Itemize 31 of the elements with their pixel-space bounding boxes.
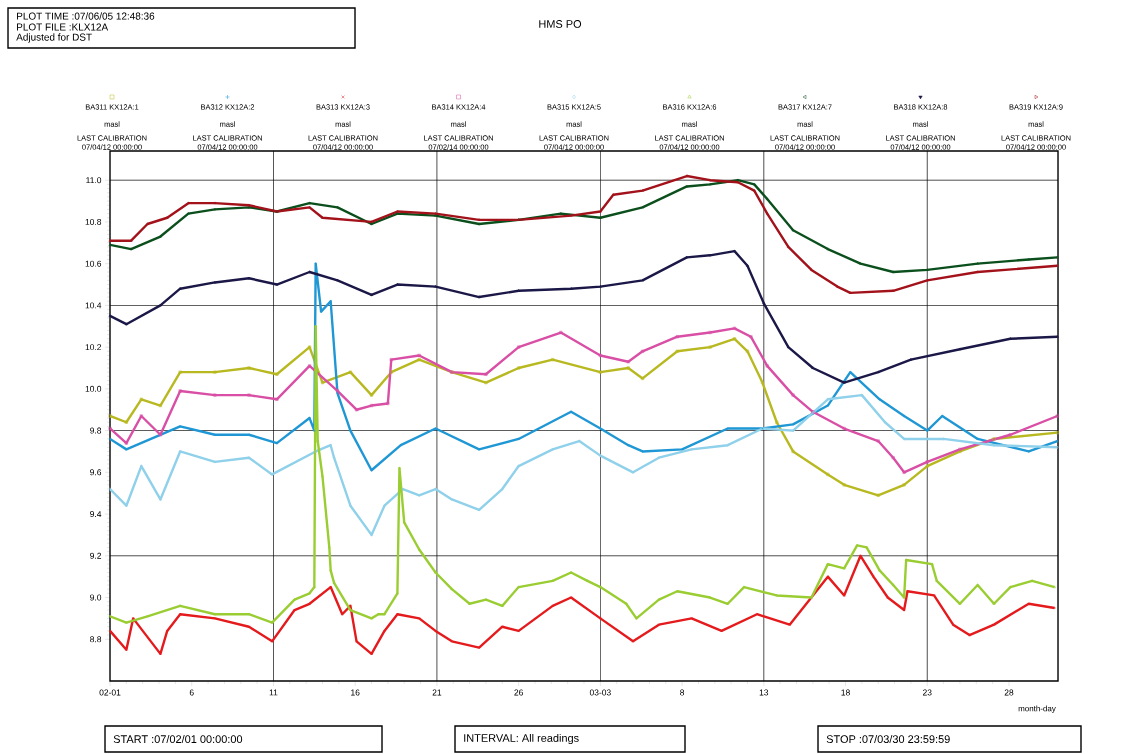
x-tick-label: 13 (759, 689, 769, 696)
y-tick-label: 11.0 (86, 177, 102, 184)
x-tick-label: 02-01 (99, 689, 121, 696)
y-tick-label: 9.4 (90, 511, 102, 518)
x-tick-label: 03-03 (589, 689, 611, 696)
text: START :07/02/01 00:00:00 (113, 734, 243, 744)
y-tick-label: 9.0 (90, 594, 102, 601)
text: PLOT TIME :07/06/05 12:48:36 (17, 12, 155, 20)
y-tick-label: 10.2 (85, 344, 102, 351)
text: Adjusted for DST (16, 33, 92, 43)
x-tick-label: 16 (351, 689, 360, 696)
x-tick-label: 28 (1004, 689, 1014, 696)
text: PLOT FILE :KLX12A (17, 23, 109, 31)
x-tick-label: 6 (189, 689, 194, 696)
y-tick-label: 8.8 (90, 636, 102, 643)
x-tick-label: 18 (841, 689, 850, 696)
x-tick-label: 8 (680, 689, 685, 696)
y-tick-label: 10.0 (85, 385, 102, 392)
chart-title: HMS PO (539, 20, 582, 28)
x-tick-label: 23 (922, 689, 932, 696)
text: INTERVAL: All readings (464, 733, 579, 745)
y-tick-label: 10.8 (85, 218, 102, 225)
y-tick-label: 10.6 (85, 260, 102, 267)
x-tick-label: 11 (269, 689, 278, 696)
x-tick-label: 26 (514, 689, 523, 696)
y-tick-label: 9.6 (90, 469, 102, 476)
x-tick-label: 21 (432, 689, 442, 696)
y-tick-label: 10.4 (85, 302, 102, 309)
text: STOP :07/03/30 23:59:59 (826, 734, 950, 744)
y-tick-label: 9.2 (90, 552, 102, 559)
y-tick-label: 9.8 (90, 427, 102, 434)
